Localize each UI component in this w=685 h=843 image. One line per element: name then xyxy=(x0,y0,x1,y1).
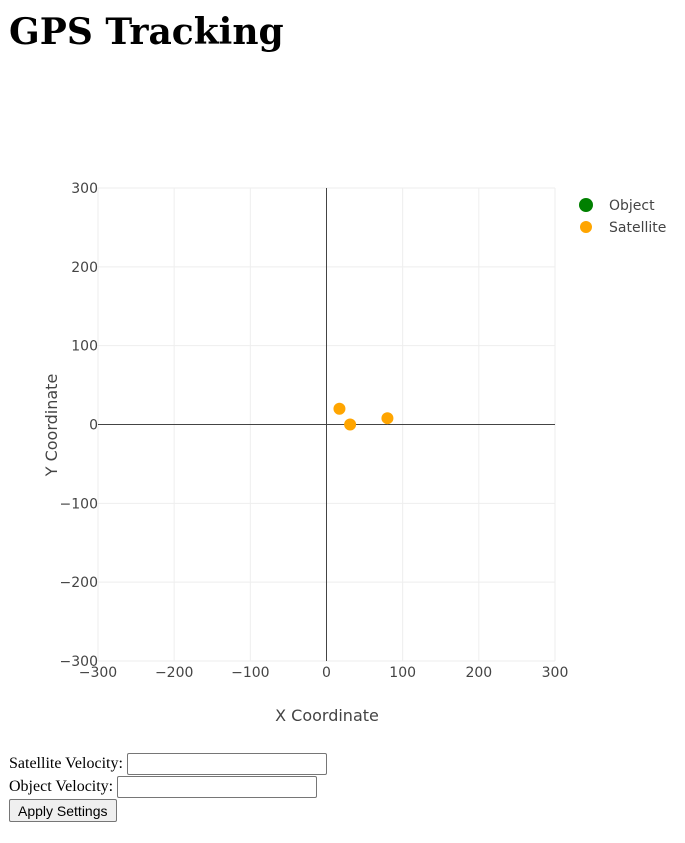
y-tick-label: −200 xyxy=(60,575,98,591)
object-velocity-label: Object Velocity: xyxy=(9,778,114,795)
legend-label: Satellite xyxy=(609,220,666,236)
y-tick-label: 0 xyxy=(89,418,98,434)
x-ticks: −300 −200 −100 0 100 200 300 xyxy=(79,665,569,681)
x-tick-label: −100 xyxy=(231,665,269,681)
y-tick-label: −300 xyxy=(60,654,98,670)
page-title: GPS Tracking xyxy=(9,11,284,53)
x-tick-label: 100 xyxy=(389,665,416,681)
y-tick-label: −100 xyxy=(60,496,98,512)
y-tick-label: 300 xyxy=(71,181,98,197)
satellite-velocity-input[interactable] xyxy=(126,752,327,775)
data-point-satellite xyxy=(333,402,346,415)
data-point-satellite xyxy=(344,418,357,431)
settings-form: Satellite Velocity: Object Velocity: App… xyxy=(9,752,327,823)
y-ticks: −300 −200 −100 0 100 200 300 xyxy=(60,181,98,670)
zero-lines xyxy=(98,188,555,661)
x-axis-label: X Coordinate xyxy=(275,706,379,725)
scatter-plot[interactable]: −300 −200 −100 0 100 200 300 −300 −200 −100 0 100 2… xyxy=(0,100,685,740)
y-axis-label: Y Coordinate xyxy=(42,374,61,478)
data-points xyxy=(333,402,394,431)
x-tick-label: −200 xyxy=(155,665,193,681)
plot-svg[interactable]: −300 −200 −100 0 100 200 300 −300 −200 −100 0 100 2… xyxy=(0,100,685,740)
data-point-satellite xyxy=(381,412,394,425)
x-tick-label: −300 xyxy=(79,665,117,681)
x-tick-label: 200 xyxy=(465,665,492,681)
apply-settings-button[interactable]: Apply Settings xyxy=(9,799,117,822)
x-tick-label: 300 xyxy=(542,665,569,681)
legend-marker xyxy=(580,221,592,233)
legend-item-object[interactable]: Object xyxy=(579,198,655,214)
y-tick-label: 100 xyxy=(71,339,98,355)
legend-item-satellite[interactable]: Satellite xyxy=(580,220,666,236)
legend-marker xyxy=(579,198,593,212)
legend-label: Object xyxy=(609,198,655,214)
object-velocity-input[interactable] xyxy=(117,775,318,798)
object-velocity-row: Object Velocity: xyxy=(9,775,327,798)
legend[interactable]: Object Satellite xyxy=(579,198,666,236)
y-tick-label: 200 xyxy=(71,260,98,276)
satellite-velocity-row: Satellite Velocity: xyxy=(9,752,327,775)
satellite-velocity-label: Satellite Velocity: xyxy=(9,755,123,772)
x-tick-label: 0 xyxy=(322,665,331,681)
